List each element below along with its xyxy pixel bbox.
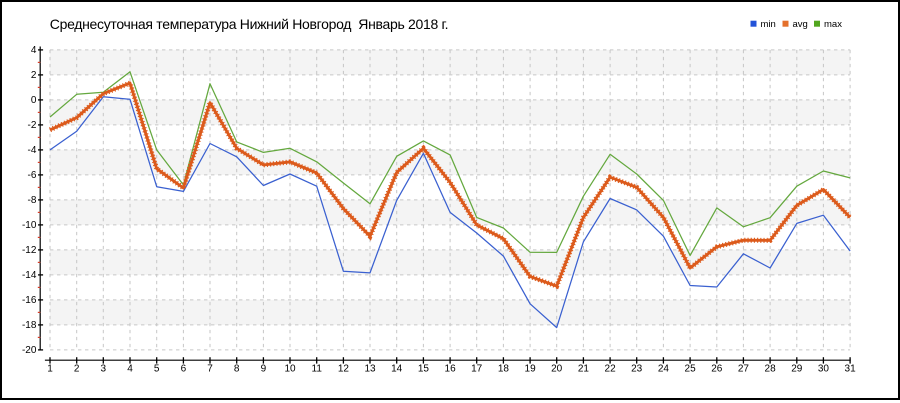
svg-text:2: 2: [31, 70, 37, 81]
svg-text:-4: -4: [27, 145, 36, 156]
svg-text:-12: -12: [22, 245, 37, 256]
svg-text:28: 28: [765, 364, 777, 375]
svg-text:10: 10: [284, 364, 296, 375]
svg-text:16: 16: [445, 364, 457, 375]
svg-text:8: 8: [234, 364, 240, 375]
svg-text:18: 18: [498, 364, 510, 375]
svg-text:7: 7: [207, 364, 213, 375]
svg-text:-10: -10: [22, 220, 37, 231]
svg-text:27: 27: [738, 364, 750, 375]
svg-text:0: 0: [31, 95, 37, 106]
svg-text:max: max: [824, 19, 842, 30]
svg-text:31: 31: [845, 364, 857, 375]
svg-text:22: 22: [605, 364, 617, 375]
svg-text:5: 5: [154, 364, 160, 375]
svg-text:21: 21: [578, 364, 590, 375]
svg-text:24: 24: [658, 364, 670, 375]
svg-text:3: 3: [101, 364, 107, 375]
svg-text:-14: -14: [22, 270, 37, 281]
svg-text:25: 25: [685, 364, 697, 375]
svg-text:-2: -2: [27, 120, 36, 131]
svg-text:avg: avg: [793, 19, 808, 30]
svg-text:26: 26: [711, 364, 723, 375]
svg-text:4: 4: [127, 364, 133, 375]
svg-text:1: 1: [47, 364, 53, 375]
svg-text:12: 12: [338, 364, 350, 375]
svg-text:6: 6: [181, 364, 187, 375]
svg-text:-6: -6: [27, 170, 36, 181]
svg-text:14: 14: [391, 364, 403, 375]
svg-text:-16: -16: [22, 295, 37, 306]
svg-text:20: 20: [551, 364, 563, 375]
svg-text:11: 11: [312, 364, 323, 375]
svg-text:19: 19: [525, 364, 537, 375]
svg-text:-8: -8: [27, 195, 36, 206]
svg-text:-18: -18: [22, 320, 37, 331]
svg-text:2: 2: [74, 364, 80, 375]
svg-text:4: 4: [31, 45, 37, 56]
svg-text:-20: -20: [22, 345, 37, 356]
svg-text:9: 9: [261, 364, 267, 375]
svg-text:min: min: [761, 19, 776, 30]
svg-text:29: 29: [791, 364, 803, 375]
svg-text:30: 30: [818, 364, 830, 375]
svg-text:23: 23: [631, 364, 643, 375]
svg-text:13: 13: [364, 364, 376, 375]
svg-text:15: 15: [418, 364, 430, 375]
svg-text:17: 17: [471, 364, 483, 375]
svg-text:Среднесуточная температура Ниж: Среднесуточная температура Нижний Новгор…: [50, 16, 449, 32]
